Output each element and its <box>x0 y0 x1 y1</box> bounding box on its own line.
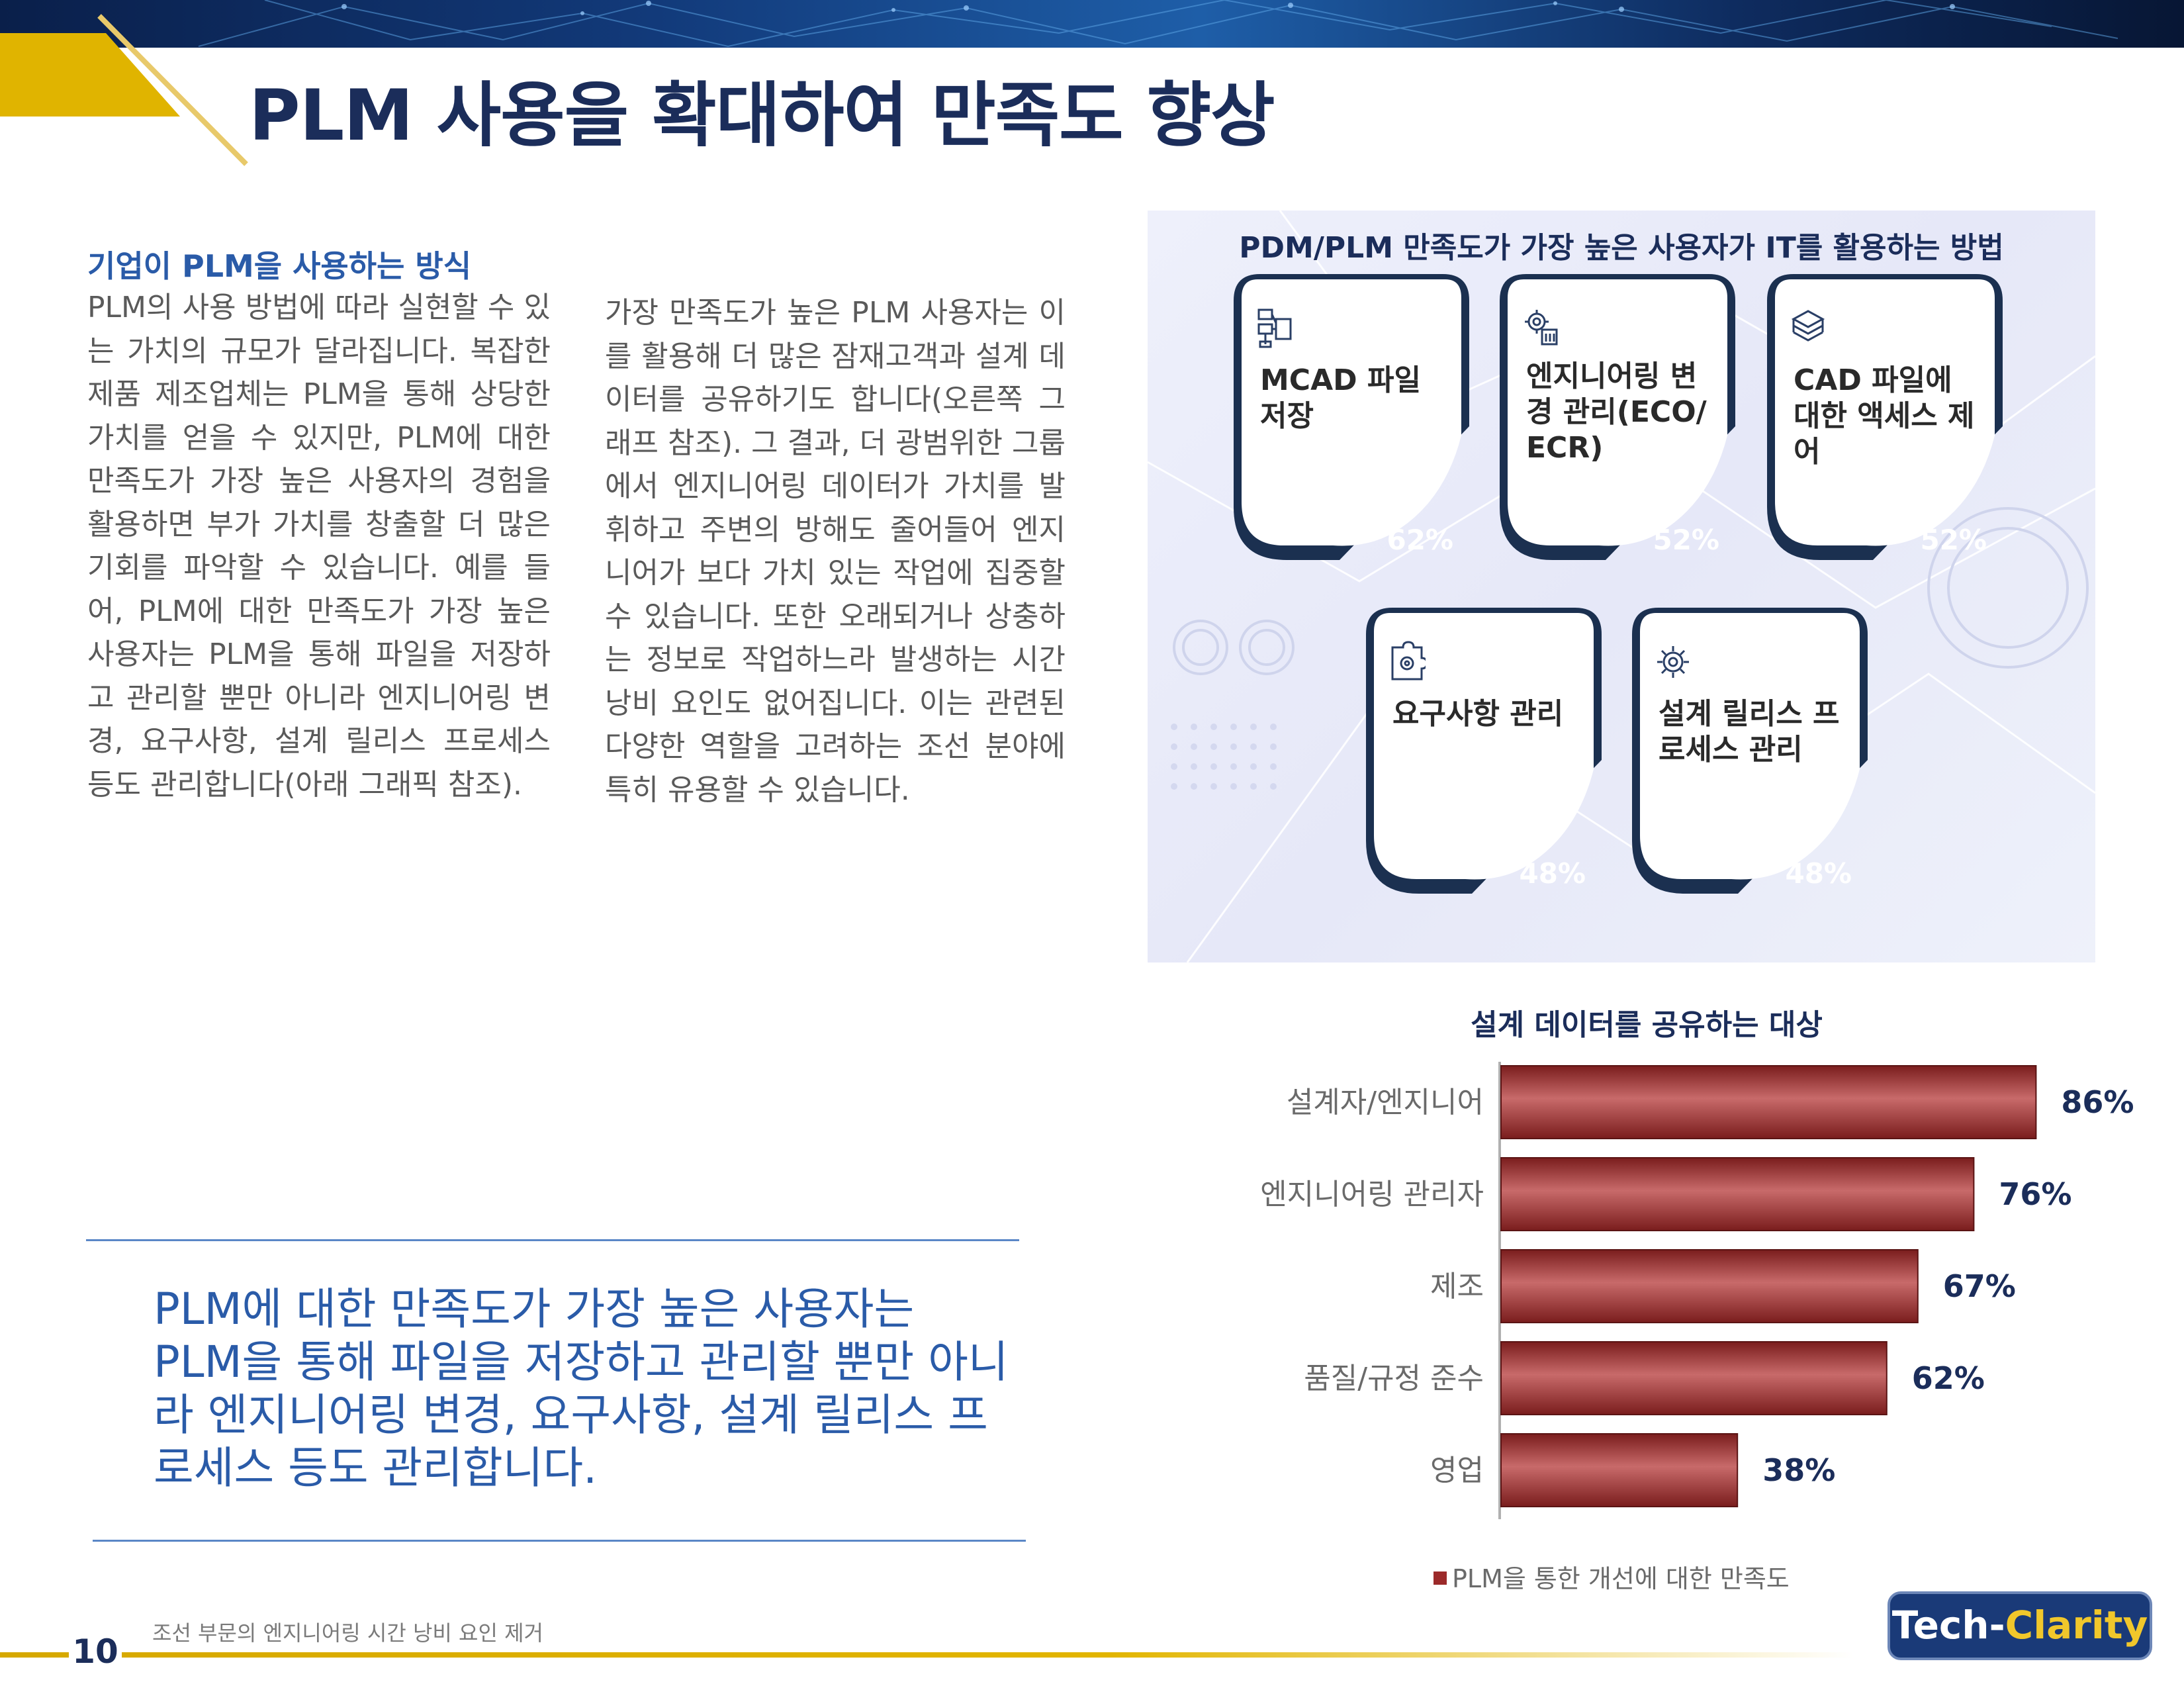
feature-card-requirements: 요구사항 관리 48% <box>1366 608 1602 894</box>
footer-rule <box>0 1652 1853 1658</box>
body-text-column-2: 가장 만족도가 높은 PLM 사용자는 이를 활용해 더 많은 잠재고객과 설계… <box>605 296 1066 807</box>
card-label: MCAD 파일 저장 <box>1260 363 1421 433</box>
feature-card-cad-access: CAD 파일에 대한 액세스 제어 52% <box>1767 274 2003 560</box>
value-label-3: 62% <box>1912 1360 1985 1396</box>
bar-1 <box>1500 1157 1975 1231</box>
body-text-column-1: PLM의 사용 방법에 따라 실현할 수 있는 가치의 규모가 달라집니다. 복… <box>87 291 551 802</box>
feature-card-mcad: MCAD 파일 저장 62% <box>1234 274 1469 560</box>
card-value: 48% <box>1785 857 1852 890</box>
card-frame <box>1366 608 1602 894</box>
bar-chart: 설계자/엔지니어 86% 엔지니어링 관리자 76% 제조 67% 품질/규정 준수 62% 영… <box>1260 1062 2134 1519</box>
value-label-1: 76% <box>1999 1176 2071 1212</box>
card-label: 요구사항 관리 <box>1392 697 1564 731</box>
card-label: CAD 파일에 대한 액세스 제어 <box>1794 363 1975 469</box>
section-heading: 기업이 PLM을 사용하는 방식 <box>87 248 472 284</box>
bar-3 <box>1500 1341 1888 1415</box>
puzzle-gear-icon <box>1391 641 1426 680</box>
card-value: 52% <box>1653 524 1719 556</box>
logo-text-part1: Tech- <box>1891 1603 2005 1648</box>
value-label-4: 38% <box>1762 1452 1835 1488</box>
footer-document-title: 조선 부문의 엔지니어링 시간 낭비 요인 제거 <box>152 1620 543 1646</box>
card-value: 62% <box>1387 524 1453 556</box>
feature-card-design-release: 설계 릴리스 프로세스 관리 48% <box>1632 608 1868 894</box>
stack-access-icon <box>1791 310 1825 342</box>
page-title: PLM 사용을 확대하여 만족도 향상 <box>249 75 1275 156</box>
card-label: 엔지니어링 변경 관리(ECO/ ECR) <box>1526 359 1707 465</box>
bar-2 <box>1500 1249 1919 1323</box>
category-label-3: 품질/규정 준수 <box>1304 1362 1484 1395</box>
chart-title: 설계 데이터를 공유하는 대상 <box>1471 1008 1823 1042</box>
category-label-0: 설계자/엔지니어 <box>1287 1086 1484 1119</box>
card-label: 설계 릴리스 프로세스 관리 <box>1659 697 1840 767</box>
card-frame <box>1500 274 1735 560</box>
bar-4 <box>1500 1433 1739 1507</box>
chart-legend: PLM을 통한 개선에 대한 만족도 <box>1433 1558 1790 1595</box>
infographic-title: PDM/PLM 만족도가 가장 높은 사용자가 IT를 활용하는 방법 <box>1239 231 2004 265</box>
gold-accent-wedge <box>0 14 248 166</box>
card-frame <box>1632 608 1868 894</box>
card-frame <box>1234 274 1469 560</box>
gear-process-icon <box>1657 646 1689 678</box>
category-label-4: 영업 <box>1430 1454 1484 1487</box>
quote-divider-top <box>86 1239 1019 1241</box>
logo-text-part2: Clarity <box>2005 1603 2148 1648</box>
category-label-2: 제조 <box>1430 1270 1484 1303</box>
page-number: 10 <box>69 1632 122 1671</box>
card-frame <box>1767 274 2003 560</box>
file-storage-icon <box>1257 308 1292 348</box>
legend-label: PLM을 통한 개선에 대한 만족도 <box>1452 1564 1790 1593</box>
pull-quote: PLM에 대한 만족도가 가장 높은 사용자는 PLM을 통해 파일을 저장하고… <box>154 1284 1009 1493</box>
gear-change-icon <box>1525 310 1558 346</box>
card-value: 52% <box>1920 524 1987 556</box>
card-value: 48% <box>1519 857 1586 890</box>
feature-card-engineering-change: 엔지니어링 변경 관리(ECO/ ECR) 52% <box>1500 274 1735 560</box>
value-label-2: 67% <box>1943 1268 2016 1304</box>
quote-divider-bottom <box>93 1540 1026 1542</box>
legend-swatch <box>1433 1571 1447 1585</box>
bar-0 <box>1500 1065 2037 1139</box>
header-banner <box>0 0 2184 48</box>
infographic-panel: PDM/PLM 만족도가 가장 높은 사용자가 IT를 활용하는 방법 MCAD… <box>1148 211 2095 962</box>
category-label-1: 엔지니어링 관리자 <box>1260 1178 1484 1211</box>
value-label-0: 86% <box>2061 1084 2134 1120</box>
tech-clarity-logo: Tech-Clarity <box>1888 1591 2152 1660</box>
